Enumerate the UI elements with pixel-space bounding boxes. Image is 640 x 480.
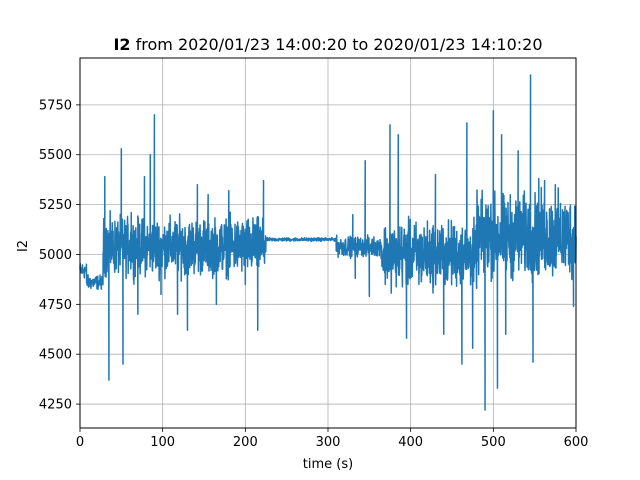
y-tick-label: 5500 — [39, 148, 72, 163]
x-tick-label: 300 — [316, 435, 341, 450]
y-tick-label: 4500 — [39, 348, 72, 363]
chart-title: I2 from 2020/01/23 14:00:20 to 2020/01/2… — [113, 35, 542, 54]
y-tick-label: 5750 — [39, 98, 72, 113]
x-tick-label: 100 — [150, 435, 175, 450]
y-tick-label: 5250 — [39, 198, 72, 213]
x-axis-label: time (s) — [303, 457, 353, 472]
y-tick-label: 4250 — [39, 398, 72, 413]
y-axis-label: I2 — [16, 240, 31, 252]
x-tick-label: 500 — [481, 435, 506, 450]
y-tick-label: 5000 — [39, 248, 72, 263]
x-tick-label: 600 — [564, 435, 589, 450]
series-layer — [79, 74, 577, 411]
chart-title-bold: I2 — [113, 35, 130, 54]
series-line-i2 — [79, 74, 577, 411]
x-tick-label: 0 — [76, 435, 84, 450]
x-tick-label: 200 — [233, 435, 258, 450]
ticks: 0 100 200 300 400 500 600 4250 4500 4750 5000 5250 5… — [39, 98, 589, 450]
chart-title-rest: from 2020/01/23 14:00:20 to 2020/01/23 1… — [131, 35, 543, 54]
y-tick-label: 4750 — [39, 298, 72, 313]
x-tick-label: 400 — [398, 435, 423, 450]
